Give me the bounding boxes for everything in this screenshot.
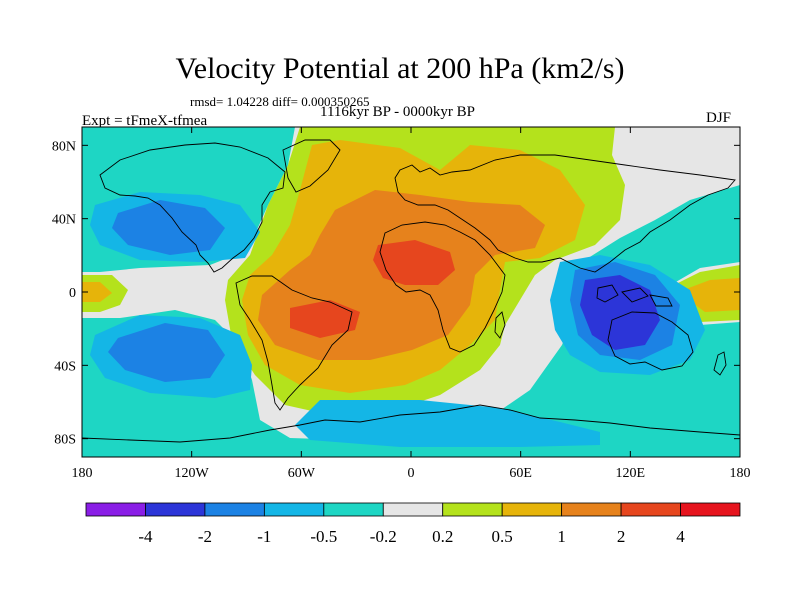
lat-tick-label: 80N bbox=[52, 139, 76, 154]
contour-neg2-to-neg4 bbox=[580, 275, 660, 350]
period-label: 1116kyr BP - 0000kyr BP bbox=[320, 104, 476, 120]
coast-greenland bbox=[282, 139, 341, 193]
coast-new-zealand bbox=[713, 351, 727, 376]
coast-north-america bbox=[99, 142, 286, 273]
coast-africa bbox=[379, 221, 506, 353]
lon-tick-label: 0 bbox=[408, 466, 415, 481]
lon-tick-label: 180 bbox=[72, 466, 93, 481]
colorbar-label: -0.2 bbox=[370, 527, 397, 546]
colorbar-label: -4 bbox=[138, 527, 153, 546]
coast-antarctica bbox=[82, 404, 740, 443]
colorbar-swatch bbox=[501, 502, 563, 517]
colorbar-swatch bbox=[382, 502, 444, 517]
lat-tick-label: 80S bbox=[54, 433, 76, 448]
colorbar-label: 0.2 bbox=[432, 527, 453, 546]
coast-australia bbox=[607, 311, 694, 371]
coast-south-america bbox=[235, 275, 353, 411]
colorbar-swatch bbox=[323, 502, 384, 517]
longitude-axis: 180 120W 60W 0 60E 120E 180 bbox=[72, 127, 751, 481]
colorbar-swatch bbox=[680, 502, 741, 517]
colorbar-label: -1 bbox=[257, 527, 271, 546]
lat-tick-label: 40S bbox=[54, 359, 76, 374]
lon-tick-label: 60E bbox=[509, 466, 532, 481]
colorbar: -4 -2 -1 -0.5 -0.2 0.2 0.5 1 2 4 bbox=[85, 502, 741, 546]
colorbar-swatch bbox=[145, 502, 206, 517]
colorbar-label: -2 bbox=[198, 527, 212, 546]
lon-tick-label: 120E bbox=[616, 466, 646, 481]
colorbar-swatch bbox=[442, 502, 503, 517]
season-label: DJF bbox=[706, 110, 732, 126]
lon-tick-label: 180 bbox=[730, 466, 751, 481]
colorbar-swatch bbox=[620, 502, 681, 517]
latitude-axis: 80N 40N 0 40S 80S bbox=[52, 139, 740, 448]
lat-tick-label: 40N bbox=[52, 213, 76, 228]
velocity-potential-field bbox=[82, 127, 740, 457]
coast-eurasia bbox=[394, 154, 736, 273]
colorbar-swatch bbox=[263, 502, 325, 517]
colorbar-label: 4 bbox=[676, 527, 685, 546]
plot-title: Velocity Potential at 200 hPa (km2/s) bbox=[175, 52, 625, 85]
stats-label: rmsd= 1.04228 diff= 0.000350265 bbox=[190, 94, 370, 109]
contour-2-to-4 bbox=[290, 240, 455, 338]
lon-tick-label: 60W bbox=[288, 466, 316, 481]
coast-madagascar bbox=[494, 311, 506, 339]
colorbar-label: 2 bbox=[617, 527, 626, 546]
colorbar-swatch bbox=[85, 502, 146, 517]
coastlines bbox=[82, 139, 740, 443]
colorbar-label: -0.5 bbox=[310, 527, 337, 546]
colorbar-label: 1 bbox=[557, 527, 566, 546]
colorbar-swatch bbox=[204, 502, 265, 517]
coast-indonesia bbox=[596, 284, 673, 307]
colorbar-label: 0.5 bbox=[492, 527, 513, 546]
lon-tick-label: 120W bbox=[175, 466, 210, 481]
colorbar-swatch bbox=[561, 502, 622, 517]
lat-tick-label: 0 bbox=[69, 286, 76, 301]
experiment-label: Expt = tFmeX-tfmea bbox=[82, 113, 208, 129]
